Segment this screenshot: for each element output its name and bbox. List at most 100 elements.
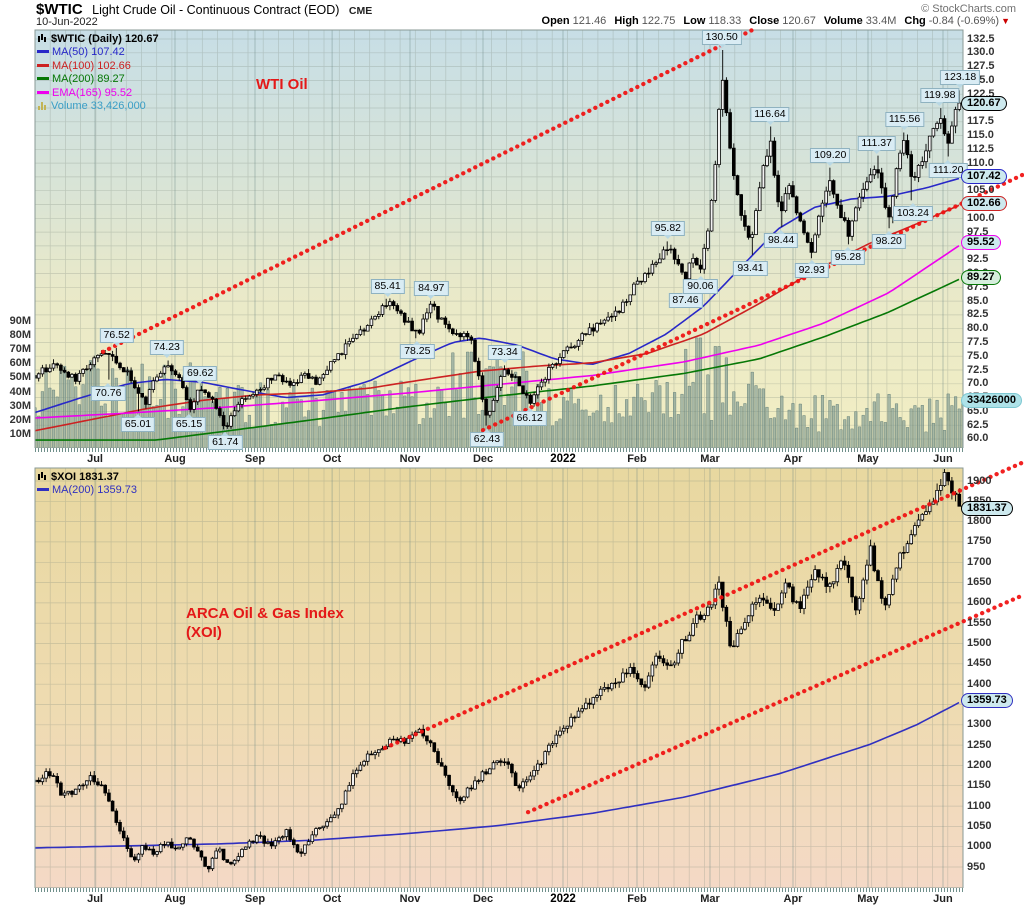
candlestick-series — [35, 50, 963, 430]
legend-label: MA(200) 1359.73 — [52, 484, 137, 497]
y-axis-tick-label: 72.5 — [967, 363, 989, 376]
xoi-watermark-line2: (XOI) — [186, 624, 222, 641]
price-annotation: 93.41 — [733, 257, 768, 276]
price-annotation: 66.12 — [512, 408, 547, 427]
month-label: Nov — [399, 453, 421, 465]
legend-item: $WTIC (Daily) 120.67 — [37, 33, 159, 46]
y-axis-tick-label: 105.0 — [967, 184, 995, 197]
price-annotation: 65.01 — [120, 414, 156, 433]
xoi-legend: $XOI 1831.37 MA(200) 1359.73 — [37, 471, 137, 498]
legend-label: MA(100) 102.66 — [52, 59, 131, 72]
price-annotation: 98.20 — [871, 231, 906, 250]
month-label: Jun — [933, 893, 953, 905]
month-label: Sep — [244, 453, 266, 465]
y-axis-tick-label: 97.5 — [967, 225, 989, 238]
quote-label: Volume — [823, 15, 863, 27]
last-value-badge: 33426000 — [961, 392, 1022, 408]
price-annotation: 115.56 — [884, 112, 925, 131]
x-axis-ticks — [35, 448, 964, 452]
volume-axis-tick-label: 50M — [9, 371, 31, 384]
legend-item: MA(50) 107.42 — [37, 46, 159, 59]
y-axis-tick-label: 1600 — [967, 596, 992, 609]
y-axis-tick-label: 1650 — [967, 576, 992, 589]
price-annotation: 111.37 — [857, 135, 896, 154]
chart-date: 10-Jun-2022 — [36, 16, 98, 28]
gridlines — [35, 468, 963, 888]
y-axis-tick-label: 92.5 — [967, 253, 989, 266]
month-label: Apr — [783, 453, 803, 465]
ohlc-quote-strip: Open 121.46 High 122.75 Low 118.33 Close 120.67… — [534, 15, 1010, 27]
y-axis-tick-label: 1150 — [967, 779, 991, 792]
y-axis-tick-label: 1000 — [967, 840, 992, 853]
month-label: Nov — [399, 893, 421, 905]
volume-axis-tick-label: 20M — [9, 413, 31, 426]
y-axis-tick-label: 132.5 — [967, 32, 995, 45]
y-axis-tick-label: 60.0 — [967, 432, 989, 445]
legend-item: MA(100) 102.66 — [37, 60, 159, 73]
wti-x-axis: Jul Aug Sep Oct Nov Dec 2022 Feb Mar Apr May Jun — [0, 448, 1024, 468]
month-label: Aug — [164, 453, 186, 465]
price-annotation: 70.76 — [91, 382, 126, 401]
xoi-chart-region: $XOI 1831.37 MA(200) 1359.73 ARCA Oil & G… — [0, 459, 1024, 889]
month-label: Feb — [627, 893, 647, 905]
xoi-x-axis: Jul Aug Sep Oct Nov Dec 2022 Feb Mar Apr May Jun — [0, 888, 1024, 905]
line-swatch-icon — [37, 50, 49, 54]
xoi-plot-canvas[interactable] — [0, 459, 1024, 889]
symbol: $WTIC — [36, 1, 83, 18]
page-title: Light Crude Oil - Continuous Contract (E… — [92, 3, 340, 17]
volume-axis-tick-label: 10M — [9, 427, 31, 440]
y-axis-tick-label: 1450 — [967, 657, 992, 670]
price-annotation: 78.25 — [400, 341, 435, 360]
line-swatch-icon — [37, 63, 49, 67]
month-label: May — [857, 893, 879, 905]
volume-axis-tick-label: 90M — [9, 315, 31, 327]
legend-label: EMA(165) 95.52 — [52, 86, 133, 99]
change-down-icon: ▼ — [1001, 16, 1010, 26]
volume-axis-tick-label: 60M — [9, 357, 31, 370]
month-label: Apr — [783, 893, 803, 905]
y-axis-tick-label: 1800 — [967, 515, 992, 528]
quote-value: 118.33 — [708, 15, 742, 27]
month-label: Jun — [933, 453, 953, 465]
price-annotation: 123.18 — [940, 70, 981, 89]
volume-axis-tick-label: 40M — [9, 385, 31, 398]
exchange-label: CME — [348, 5, 373, 17]
y-axis-tick-label: 1300 — [967, 718, 992, 731]
quote-label: Open — [541, 15, 570, 27]
y-axis-tick-label: 75.0 — [967, 349, 989, 362]
month-label: Mar — [700, 893, 720, 905]
last-value-badge: 107.42 — [961, 169, 1007, 185]
month-label: Sep — [244, 893, 266, 905]
price-annotation: 95.28 — [830, 247, 866, 266]
y-axis-tick-label: 1250 — [967, 738, 992, 751]
month-label: Dec — [472, 453, 494, 465]
price-annotation: 69.62 — [183, 365, 218, 384]
last-value-badge: 1359.73 — [961, 692, 1013, 708]
legend-label: $XOI 1831.37 — [51, 471, 119, 483]
xoi-watermark-line1: ARCA Oil & Gas Index — [186, 605, 344, 622]
quote-label: High — [614, 15, 639, 27]
quote-label: Close — [749, 15, 780, 27]
price-annotation: 116.64 — [750, 106, 790, 125]
y-axis-tick-label: 70.0 — [967, 377, 989, 390]
y-axis-tick-label: 77.5 — [967, 335, 989, 348]
candlestick-series — [35, 469, 963, 873]
volume-axis-tick-label: 30M — [9, 399, 31, 412]
y-axis-tick-label: 80.0 — [967, 322, 989, 335]
last-value-badge: 89.27 — [961, 269, 1001, 285]
price-annotation: 98.44 — [763, 229, 799, 248]
price-annotation: 103.24 — [892, 203, 933, 222]
legend-item: MA(200) 1359.73 — [37, 484, 137, 497]
legend-item: Volume 33,426,000 — [37, 100, 159, 113]
y-axis-tick-label: 117.5 — [967, 115, 994, 128]
line-swatch-icon — [37, 77, 49, 81]
quote-value: 33.4M — [865, 15, 897, 27]
y-axis-tick-label: 100.0 — [967, 211, 995, 224]
quote-label: Chg — [904, 15, 926, 27]
price-annotation: 61.74 — [208, 432, 243, 451]
price-annotation: 119.98 — [920, 88, 960, 107]
price-annotation: 130.50 — [701, 30, 742, 49]
price-annotation: 84.97 — [414, 281, 449, 300]
price-annotation: 76.52 — [99, 327, 134, 346]
legend-item: EMA(165) 95.52 — [37, 87, 159, 100]
